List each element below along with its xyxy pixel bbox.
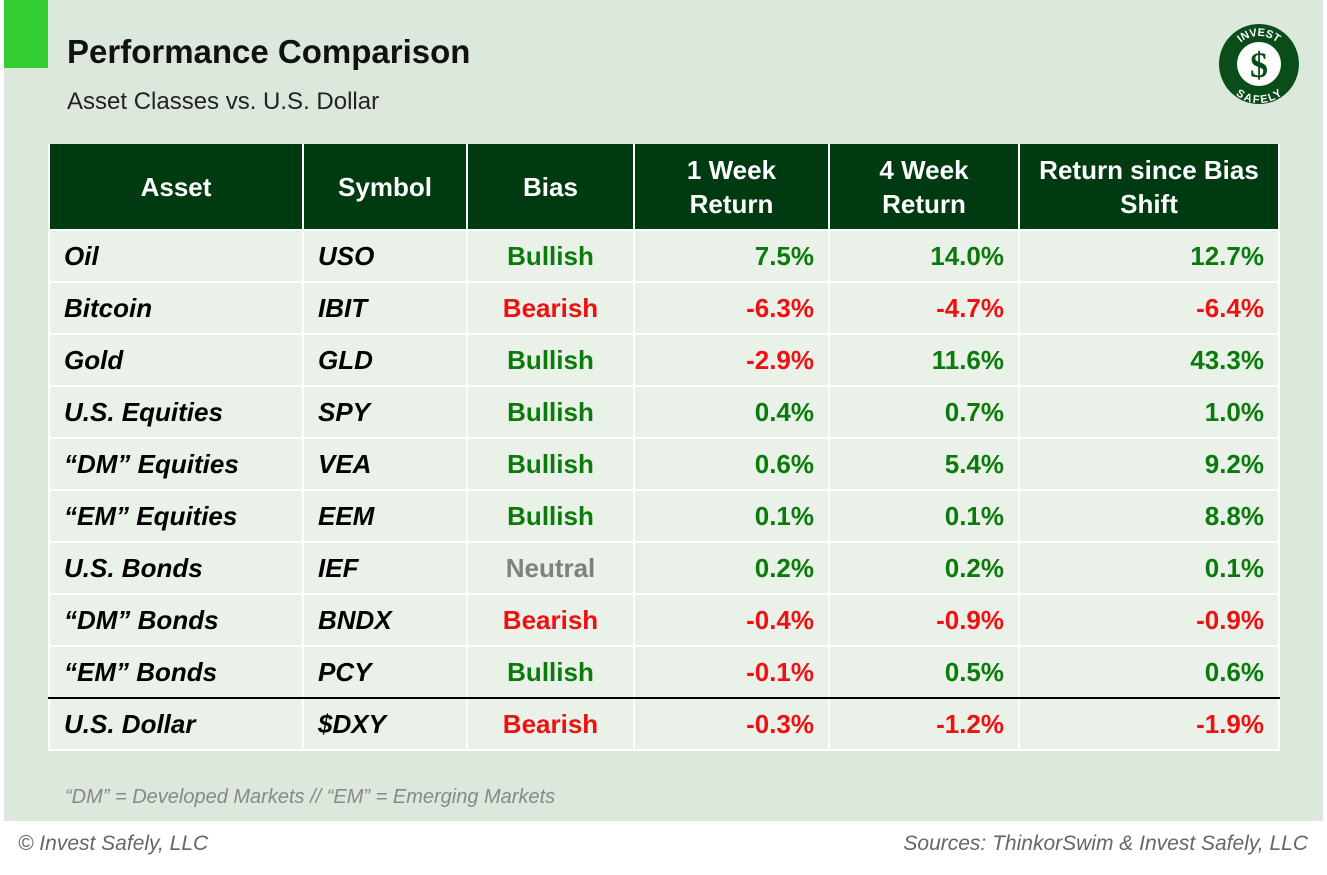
return-cell: 0.7% [828,385,1020,439]
footnote: “DM” = Developed Markets // “EM” = Emerg… [65,786,556,808]
return-cell: -6.4% [1018,281,1280,335]
column-header: 4 Week Return [828,144,1020,231]
return-cell: -0.9% [1018,593,1280,647]
return-cell: -0.4% [633,593,830,647]
bias-cell: Bullish [466,385,635,439]
return-cell: 8.8% [1018,489,1280,543]
header-row: Asset Symbol Bias 1 Week Return 4 Week Retur… [48,144,1280,231]
asset-cell: Gold [48,333,304,387]
table-row: U.S. Dollar $DXY Bearish -0.3% -1.2% -1.9% [48,697,1280,751]
column-header: 1 Week Return [633,144,830,231]
return-cell: 0.5% [828,645,1020,699]
return-cell: -0.1% [633,645,830,699]
symbol-cell: IBIT [302,281,468,335]
bias-cell: Neutral [466,541,635,595]
table: Asset Symbol Bias 1 Week Return 4 Week Retur… [48,144,1280,751]
table-row: “EM” Bonds PCY Bullish -0.1% 0.5% 0.6% [48,645,1280,699]
bias-cell: Bullish [466,489,635,543]
bias-cell: Bullish [466,229,635,283]
logo: INVEST SAFELY $ [1219,24,1299,106]
title: Performance Comparison [67,33,471,70]
symbol-cell: IEF [302,541,468,595]
logo-bottom-text: SAFELY [1234,87,1285,106]
table-row: Bitcoin IBIT Bearish -6.3% -4.7% -6.4% [48,281,1280,335]
asset-cell: “DM” Bonds [48,593,304,647]
return-cell: 0.2% [633,541,830,595]
return-cell: 0.1% [633,489,830,543]
return-cell: 12.7% [1018,229,1280,283]
bias-cell: Bearish [466,593,635,647]
return-cell: -6.3% [633,281,830,335]
return-cell: 5.4% [828,437,1020,491]
asset-cell: U.S. Equities [48,385,304,439]
subtitle: Asset Classes vs. U.S. Dollar [67,88,380,115]
column-header: Asset [48,144,304,231]
bias-cell: Bullish [466,437,635,491]
bias-cell: Bearish [466,281,635,335]
return-cell: 0.6% [1018,645,1280,699]
return-cell: -2.9% [633,333,830,387]
bias-cell: Bearish [466,697,635,751]
return-cell: -0.9% [828,593,1020,647]
asset-cell: U.S. Bonds [48,541,304,595]
logo-inner [1237,42,1281,86]
return-cell: 0.1% [1018,541,1280,595]
return-cell: 0.4% [633,385,830,439]
return-cell: -4.7% [828,281,1020,335]
asset-cell: “DM” Equities [48,437,304,491]
asset-cell: U.S. Dollar [48,697,304,751]
symbol-cell: $DXY [302,697,468,751]
footer-right: Sources: ThinkorSwim & Invest Safely, LL… [903,832,1308,855]
return-cell: -1.9% [1018,697,1280,751]
return-cell: 0.6% [633,437,830,491]
symbol-cell: USO [302,229,468,283]
bias-cell: Bullish [466,333,635,387]
symbol-cell: BNDX [302,593,468,647]
symbol-cell: EEM [302,489,468,543]
return-cell: 14.0% [828,229,1020,283]
return-cell: 0.2% [828,541,1020,595]
return-cell: -1.2% [828,697,1020,751]
logo-top: INVEST [1235,27,1282,45]
return-cell: 43.3% [1018,333,1280,387]
return-cell: 9.2% [1018,437,1280,491]
table-row: “DM” Equities VEA Bullish 0.6% 5.4% 9.2% [48,437,1280,491]
return-cell: 11.6% [828,333,1020,387]
table-row: Gold GLD Bullish -2.9% 11.6% 43.3% [48,333,1280,387]
column-header: Symbol [302,144,468,231]
table-row: Oil USO Bullish 7.5% 14.0% 12.7% [48,229,1280,283]
table-row: U.S. Equities SPY Bullish 0.4% 0.7% 1.0% [48,385,1280,439]
symbol-cell: PCY [302,645,468,699]
column-header: Bias [466,144,635,231]
logo-top-text: INVEST [1235,27,1282,45]
asset-cell: “EM” Bonds [48,645,304,699]
return-cell: 7.5% [633,229,830,283]
bias-cell: Bullish [466,645,635,699]
return-cell: -0.3% [633,697,830,751]
accent-bar [4,0,48,68]
table-row: “DM” Bonds BNDX Bearish -0.4% -0.9% -0.9% [48,593,1280,647]
symbol-cell: GLD [302,333,468,387]
asset-cell: Bitcoin [48,281,304,335]
footer-left: © Invest Safely, LLC [18,832,209,855]
column-header: Return since Bias Shift [1018,144,1280,231]
table-row: U.S. Bonds IEF Neutral 0.2% 0.2% 0.1% [48,541,1280,595]
asset-cell: Oil [48,229,304,283]
asset-cell: “EM” Equities [48,489,304,543]
table-body: Oil USO Bullish 7.5% 14.0% 12.7% Bitcoin IBIT Be… [48,229,1280,751]
symbol-cell: VEA [302,437,468,491]
return-cell: 0.1% [828,489,1020,543]
logo-bottom: SAFELY [1234,87,1285,106]
table-row: “EM” Equities EEM Bullish 0.1% 0.1% 8.8% [48,489,1280,543]
return-cell: 1.0% [1018,385,1280,439]
symbol-cell: SPY [302,385,468,439]
logo-symbol: $ [1250,45,1268,85]
